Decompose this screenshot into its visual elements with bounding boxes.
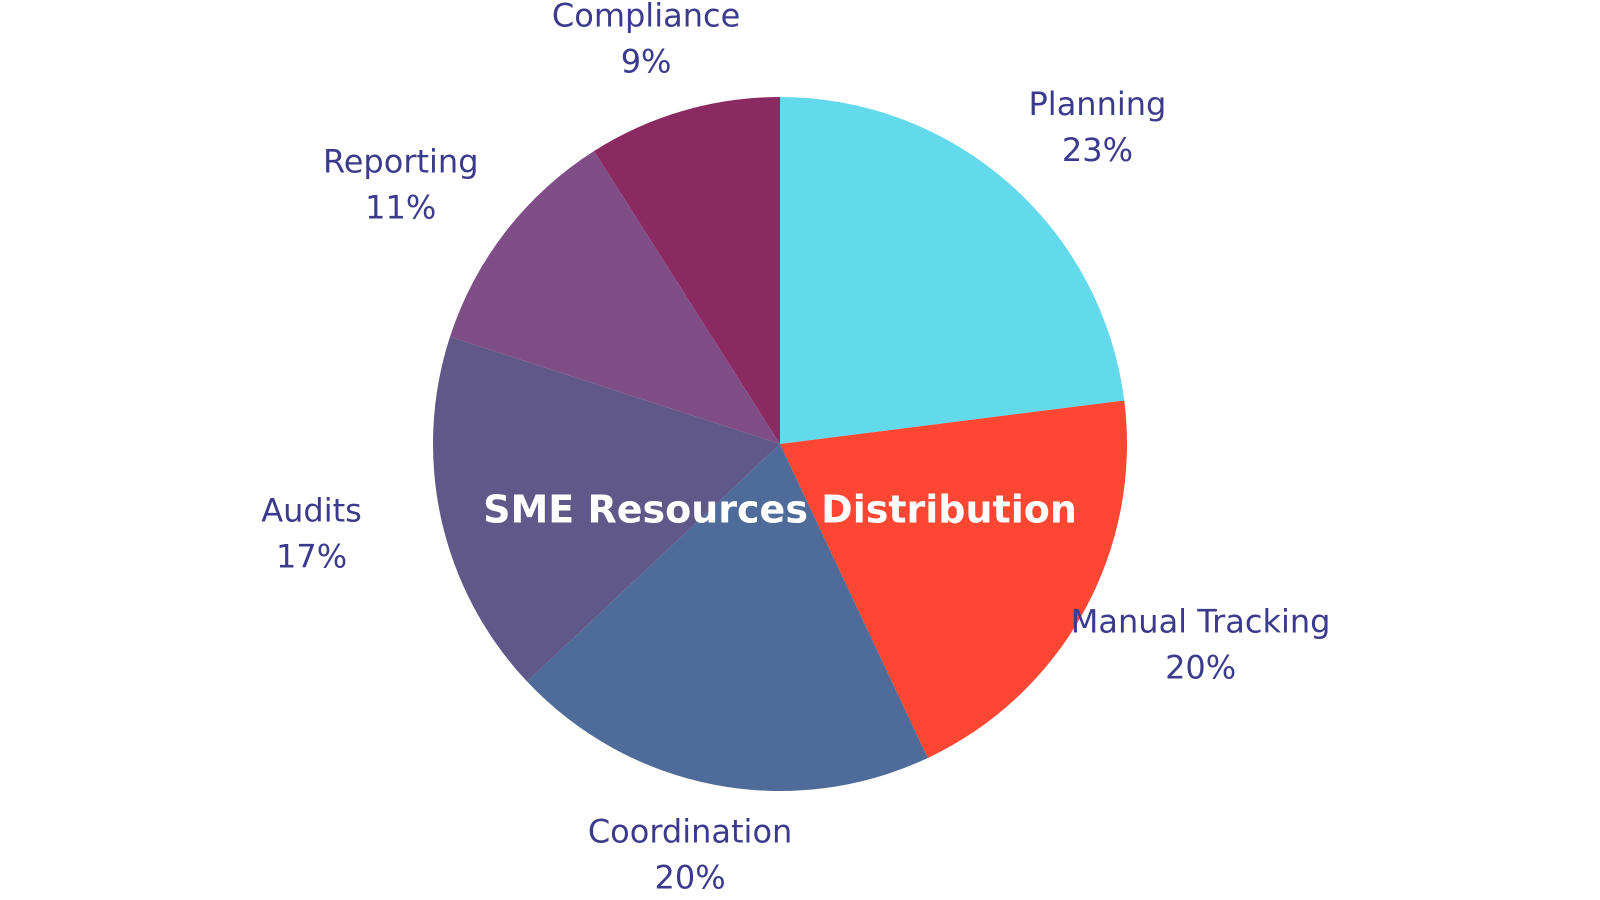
slice-label: Planning <box>1029 85 1167 123</box>
slice-value-label: 11% <box>365 189 436 227</box>
slice-label: Coordination <box>588 813 792 851</box>
slice-label: Compliance <box>552 0 740 35</box>
pie-slice <box>780 97 1125 444</box>
pie-slice <box>527 444 928 791</box>
slice-label: Manual Tracking <box>1071 602 1331 640</box>
pie-slice <box>433 336 780 682</box>
slice-value-label: 20% <box>654 859 725 897</box>
pie-slice <box>594 97 780 444</box>
slice-label: Audits <box>261 492 362 530</box>
pie-slice <box>780 400 1127 758</box>
slice-value-label: 17% <box>276 538 347 576</box>
slice-label: Reporting <box>323 143 479 181</box>
labels: Planning 23% Manual Tracking 20% Coordinatio… <box>261 0 1330 897</box>
slice-value-label: 9% <box>621 43 672 81</box>
chart-title: SME Resources Distribution <box>483 488 1077 532</box>
slice-value-label: 20% <box>1165 648 1236 686</box>
pie <box>433 97 1127 791</box>
slice-value-label: 23% <box>1062 131 1133 169</box>
pie-slice <box>449 151 780 445</box>
